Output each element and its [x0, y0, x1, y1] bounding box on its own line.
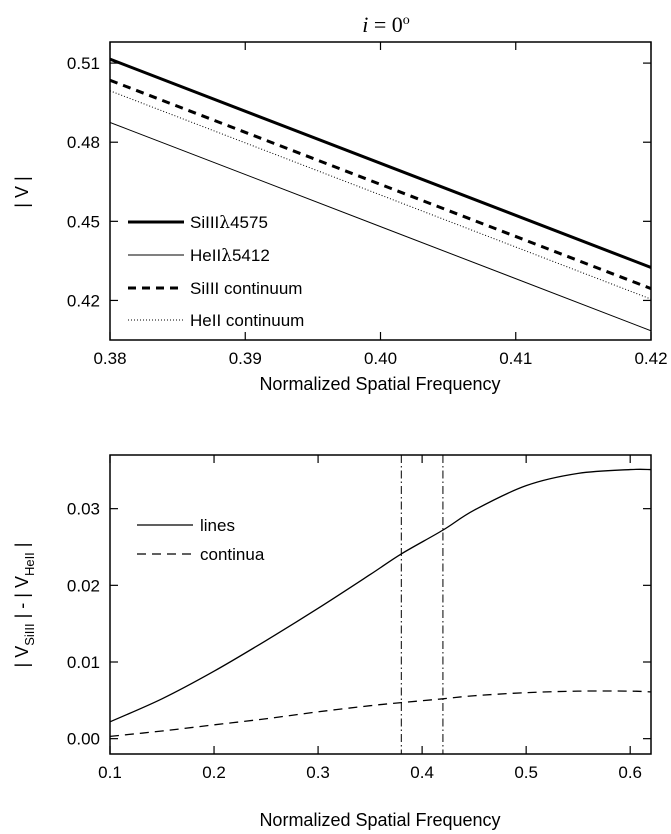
chart-1-xlabel: Normalized Spatial Frequency — [259, 374, 500, 394]
chart-2-series — [110, 468, 651, 738]
title-sup: o — [403, 13, 410, 28]
legend-label-heii-continuum: HeII continuum — [190, 311, 304, 330]
ytick-label: 0.48 — [67, 133, 100, 152]
ytick-label: 0.01 — [67, 653, 100, 672]
chart-1-series — [110, 57, 651, 332]
xtick-label: 0.38 — [93, 349, 126, 368]
chart-2-ticks: 0.1 0.2 0.3 0.4 0.5 0.6 0.00 0.01 0.02 0.03 — [67, 455, 651, 782]
chart-2-ylabel: | VSiIII | - | VHeII | — [12, 543, 37, 668]
legend-label-siiii-continuum: SiIII continuum — [190, 279, 302, 298]
chart-1-series-1-line — [110, 121, 651, 332]
xtick-label: 0.3 — [306, 763, 330, 782]
ytick-label: 0.03 — [67, 500, 100, 519]
ytick-label: 0.51 — [67, 54, 100, 73]
chart-1-series-2-line — [110, 78, 651, 290]
ytick-label: 0.02 — [67, 576, 100, 595]
legend-label-siiii-line: SiIIIλ4575 — [190, 213, 268, 233]
ytick-label: 0.42 — [67, 291, 100, 310]
chart-1-series-0-line — [110, 57, 651, 269]
chart-1-ylabel: | V | — [12, 176, 32, 207]
legend-label-continua: continua — [200, 545, 265, 564]
xtick-label: 0.39 — [229, 349, 262, 368]
chart-1-upper-visibility: 0.38 0.39 0.40 0.41 0.42 0.42 0.45 0.48 0.51 Nor… — [12, 41, 668, 394]
xtick-label: 0.2 — [202, 763, 226, 782]
title-var: i — [362, 12, 368, 37]
chart-2-series-0-line — [110, 468, 651, 723]
xtick-label: 0.40 — [364, 349, 397, 368]
xtick-label: 0.5 — [514, 763, 538, 782]
ytick-label: 0.00 — [67, 730, 100, 749]
ytick-label: 0.45 — [67, 212, 100, 231]
chart-1-title: i = 0o — [362, 12, 410, 37]
xtick-label: 0.4 — [410, 763, 434, 782]
chart-1-series-3-line — [110, 90, 651, 300]
chart-2-xlabel: Normalized Spatial Frequency — [259, 810, 500, 830]
chart-2-reference-lines — [400, 455, 444, 754]
title-rest: = 0 — [368, 12, 402, 37]
xtick-label: 0.42 — [634, 349, 667, 368]
chart-2-plot-frame — [109, 454, 652, 755]
legend-label-heii-line: HeIIλ5412 — [190, 246, 270, 266]
xtick-label: 0.6 — [618, 763, 642, 782]
legend-label-lines: lines — [200, 516, 235, 535]
chart-2-visibility-difference: 0.1 0.2 0.3 0.4 0.5 0.6 0.00 0.01 0.02 0.03 Norma… — [12, 454, 652, 830]
chart-1-ticks: 0.38 0.39 0.40 0.41 0.42 0.42 0.45 0.48 0.51 — [67, 42, 668, 368]
chart-2-series-1-line — [110, 690, 651, 738]
chart-2-legend: lines continua — [137, 516, 265, 564]
xtick-label: 0.41 — [499, 349, 532, 368]
xtick-label: 0.1 — [98, 763, 122, 782]
chart-1-legend: SiIIIλ4575 HeIIλ5412 SiIII continuum HeI… — [128, 213, 304, 330]
